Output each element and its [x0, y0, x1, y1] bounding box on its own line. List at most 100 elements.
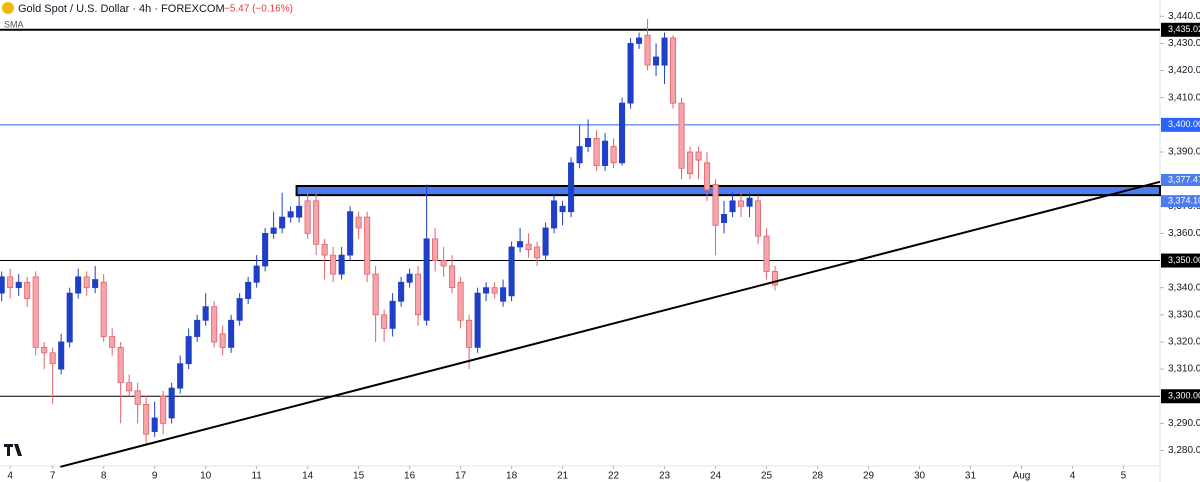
- candle-body: [270, 227, 277, 234]
- candle-body: [389, 300, 396, 329]
- candle-body: [202, 306, 209, 321]
- candle-body: [185, 336, 192, 365]
- candle-body: [168, 387, 175, 419]
- candle-body: [763, 235, 770, 272]
- x-tick-label: 25: [761, 471, 773, 482]
- candle-body: [15, 281, 22, 289]
- x-tick-label: 7: [50, 471, 56, 482]
- candle-body: [568, 162, 575, 213]
- candle-body: [508, 246, 515, 297]
- candle-body: [49, 352, 56, 365]
- x-tick-label: 9: [152, 471, 158, 482]
- candle-body: [279, 216, 286, 229]
- candle-body: [211, 306, 218, 343]
- candle-body: [687, 151, 694, 175]
- x-tick-label: 29: [863, 471, 875, 482]
- candle-body: [466, 319, 473, 348]
- y-tick-label: 3,290.00: [1168, 418, 1200, 429]
- x-tick-label: 17: [455, 471, 467, 482]
- candle-body: [338, 254, 345, 275]
- candle-body: [151, 417, 158, 432]
- level-label: 3,435.02: [1168, 24, 1200, 34]
- candle-body: [143, 403, 150, 435]
- candle-body: [160, 395, 167, 424]
- candle-body: [245, 281, 252, 299]
- candle-body: [771, 271, 779, 286]
- x-tick-label: 11: [251, 471, 262, 482]
- candle-body: [219, 333, 226, 348]
- candle-body: [296, 205, 303, 218]
- candle-body: [440, 260, 447, 267]
- candle-body: [236, 298, 243, 321]
- x-tick-label: 22: [608, 471, 620, 482]
- x-tick-label: 18: [506, 471, 518, 482]
- candle-body: [117, 346, 124, 384]
- candle-body: [7, 276, 14, 289]
- zone-label-bg: [1161, 195, 1200, 208]
- indicator-label: SMA: [4, 19, 24, 29]
- candle-body: [432, 238, 439, 261]
- zone-label: 3,377.47: [1168, 174, 1200, 184]
- x-tick-label: 30: [914, 471, 926, 482]
- x-tick-label: Aug: [1013, 471, 1031, 482]
- y-tick-label: 3,430.00: [1168, 38, 1200, 49]
- candle-body: [423, 238, 430, 321]
- candle-body: [347, 211, 354, 256]
- candle-body: [670, 37, 677, 104]
- candle-body: [644, 34, 651, 66]
- candle-body: [755, 200, 762, 237]
- candle-body: [619, 102, 626, 164]
- candle-body: [585, 138, 592, 147]
- x-tick-label: 4: [7, 471, 13, 482]
- x-tick-label: 4: [1070, 471, 1076, 482]
- zone-label: 3,374.10: [1168, 196, 1200, 206]
- level-label: 3,400.00: [1168, 119, 1200, 129]
- candle-body: [491, 287, 498, 294]
- candle-body: [678, 102, 685, 169]
- candle-body: [92, 279, 99, 289]
- candle-body: [746, 197, 753, 207]
- zone: [295, 184, 1162, 197]
- candle-body: [474, 292, 481, 348]
- level-label-bg: [1161, 117, 1200, 132]
- candle-body: [721, 214, 728, 223]
- trendline: [60, 180, 1161, 468]
- level-label-bg: [1161, 22, 1200, 37]
- candle-body: [0, 276, 5, 294]
- x-tick-label: 28: [812, 471, 824, 482]
- chart-title: Gold Spot / U.S. Dollar · 4h · FOREXCOM: [18, 3, 225, 15]
- zone-label-bg: [1161, 173, 1200, 186]
- x-tick-label: 10: [200, 471, 212, 482]
- candle-body: [551, 200, 558, 229]
- candle-body: [695, 151, 702, 161]
- symbol-icon: [2, 2, 14, 14]
- x-tick-label: 23: [659, 471, 671, 482]
- x-tick-label: 16: [404, 471, 416, 482]
- candle-body: [729, 200, 736, 213]
- candle-body: [457, 281, 464, 321]
- candle-body: [738, 200, 745, 207]
- candle-body: [517, 241, 524, 248]
- candle-body: [304, 200, 311, 234]
- y-tick-label: 3,420.00: [1168, 65, 1200, 76]
- x-tick-label: 8: [101, 471, 107, 482]
- y-tick-label: 3,360.00: [1168, 228, 1200, 239]
- y-tick-label: 3,440.00: [1168, 11, 1200, 22]
- y-tick-label: 3,390.00: [1168, 147, 1200, 158]
- candle-body: [381, 314, 388, 329]
- candle-body: [194, 319, 201, 337]
- x-tick-label: 5: [1121, 471, 1127, 482]
- x-tick-label: 15: [353, 471, 365, 482]
- candle-body: [364, 216, 371, 275]
- y-tick-label: 3,310.00: [1168, 364, 1200, 375]
- candle-body: [449, 265, 456, 289]
- candle-body: [593, 138, 600, 166]
- candle-body: [483, 287, 490, 294]
- tv-logo: [4, 444, 22, 456]
- candle-body: [372, 273, 379, 316]
- candle-body: [41, 346, 48, 354]
- candle-body: [321, 243, 328, 256]
- candle-body: [228, 319, 235, 348]
- candle-body: [126, 382, 133, 392]
